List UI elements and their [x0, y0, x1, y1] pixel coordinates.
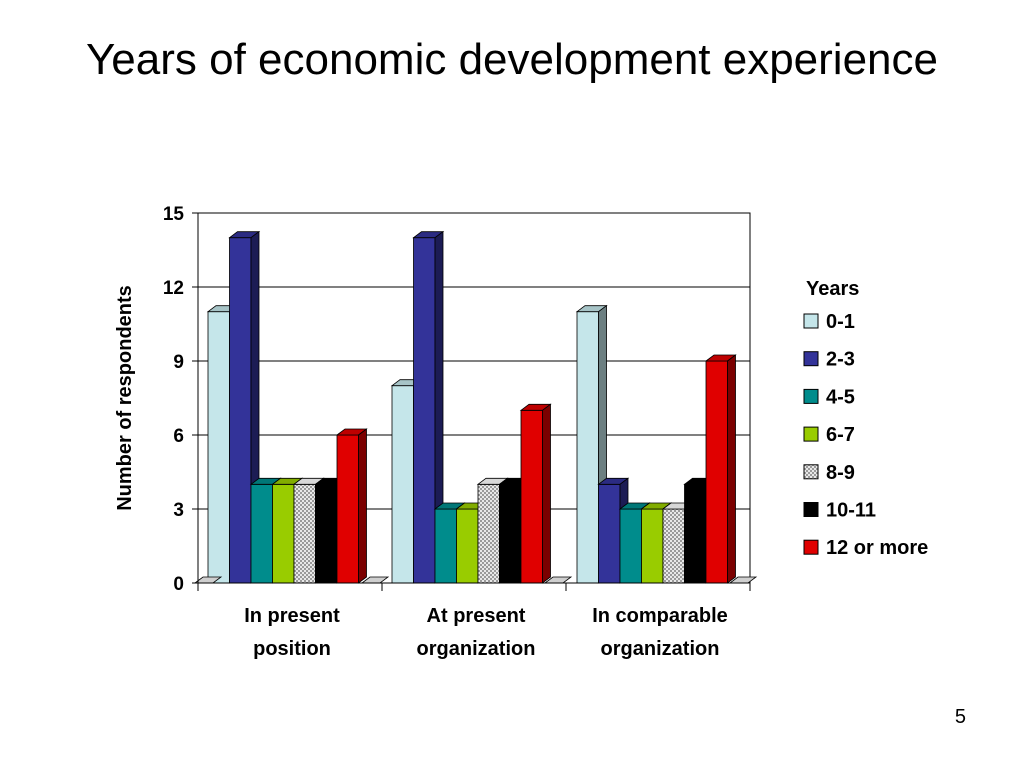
y-tick-label: 3 — [173, 500, 184, 521]
bar — [662, 508, 685, 584]
bar — [391, 385, 414, 584]
x-tick-label: In present — [244, 605, 340, 627]
bar — [499, 483, 522, 584]
bar — [207, 311, 230, 584]
x-tick-label: organization — [417, 638, 536, 660]
bar — [336, 434, 359, 584]
bars — [193, 230, 758, 584]
y-tick-label: 15 — [163, 204, 185, 225]
bar-side — [727, 354, 736, 584]
legend-label: 4-5 — [826, 386, 855, 408]
bar — [250, 483, 273, 584]
bar-side — [542, 403, 551, 584]
bar — [477, 483, 500, 584]
bar — [684, 483, 707, 584]
x-tick-label: position — [253, 638, 331, 660]
legend-label: 6-7 — [826, 424, 855, 446]
legend-swatch — [803, 351, 819, 367]
bar — [413, 237, 436, 584]
y-axis-title: Number of respondents — [114, 285, 136, 511]
bar — [456, 508, 479, 584]
slide-number: 5 — [954, 706, 966, 728]
legend-swatch — [803, 313, 819, 329]
bar — [641, 508, 664, 584]
bar — [576, 311, 599, 584]
x-tick-label: At present — [427, 605, 526, 627]
bar — [434, 508, 457, 584]
axes: 0 3 6 9 12 15 Number of respondents In present p… — [114, 204, 751, 660]
bar — [293, 483, 316, 584]
y-tick-label: 9 — [173, 352, 184, 373]
legend-swatch — [803, 464, 819, 480]
y-tick-label: 0 — [173, 574, 184, 595]
bar — [705, 360, 728, 584]
y-tick-label: 12 — [163, 278, 184, 299]
x-tick-label: In comparable — [592, 605, 728, 627]
legend-label: 12 or more — [826, 537, 928, 559]
bar — [619, 508, 642, 584]
bar — [272, 483, 295, 584]
legend-title: Years — [806, 278, 859, 300]
x-tick-label: organization — [601, 638, 720, 660]
bar — [229, 237, 252, 584]
bar — [520, 409, 543, 584]
legend-label: 2-3 — [826, 349, 855, 371]
legend-swatch — [803, 539, 819, 555]
legend-label: 8-9 — [826, 462, 855, 484]
y-tick-label: 6 — [173, 426, 184, 447]
bar — [598, 483, 621, 584]
legend-swatch — [803, 502, 819, 517]
bar-side — [358, 428, 367, 584]
legend-swatch — [803, 388, 819, 404]
bar — [315, 483, 338, 584]
legend-swatch — [803, 426, 819, 442]
legend-label: 10-11 — [826, 500, 876, 522]
slide-title: Years of economic development experience — [85, 35, 938, 84]
legend-label: 0-1 — [826, 311, 855, 333]
legend: Years 0-1 2-3 4-5 6-7 8-9 10-11 12 or more — [803, 278, 928, 559]
